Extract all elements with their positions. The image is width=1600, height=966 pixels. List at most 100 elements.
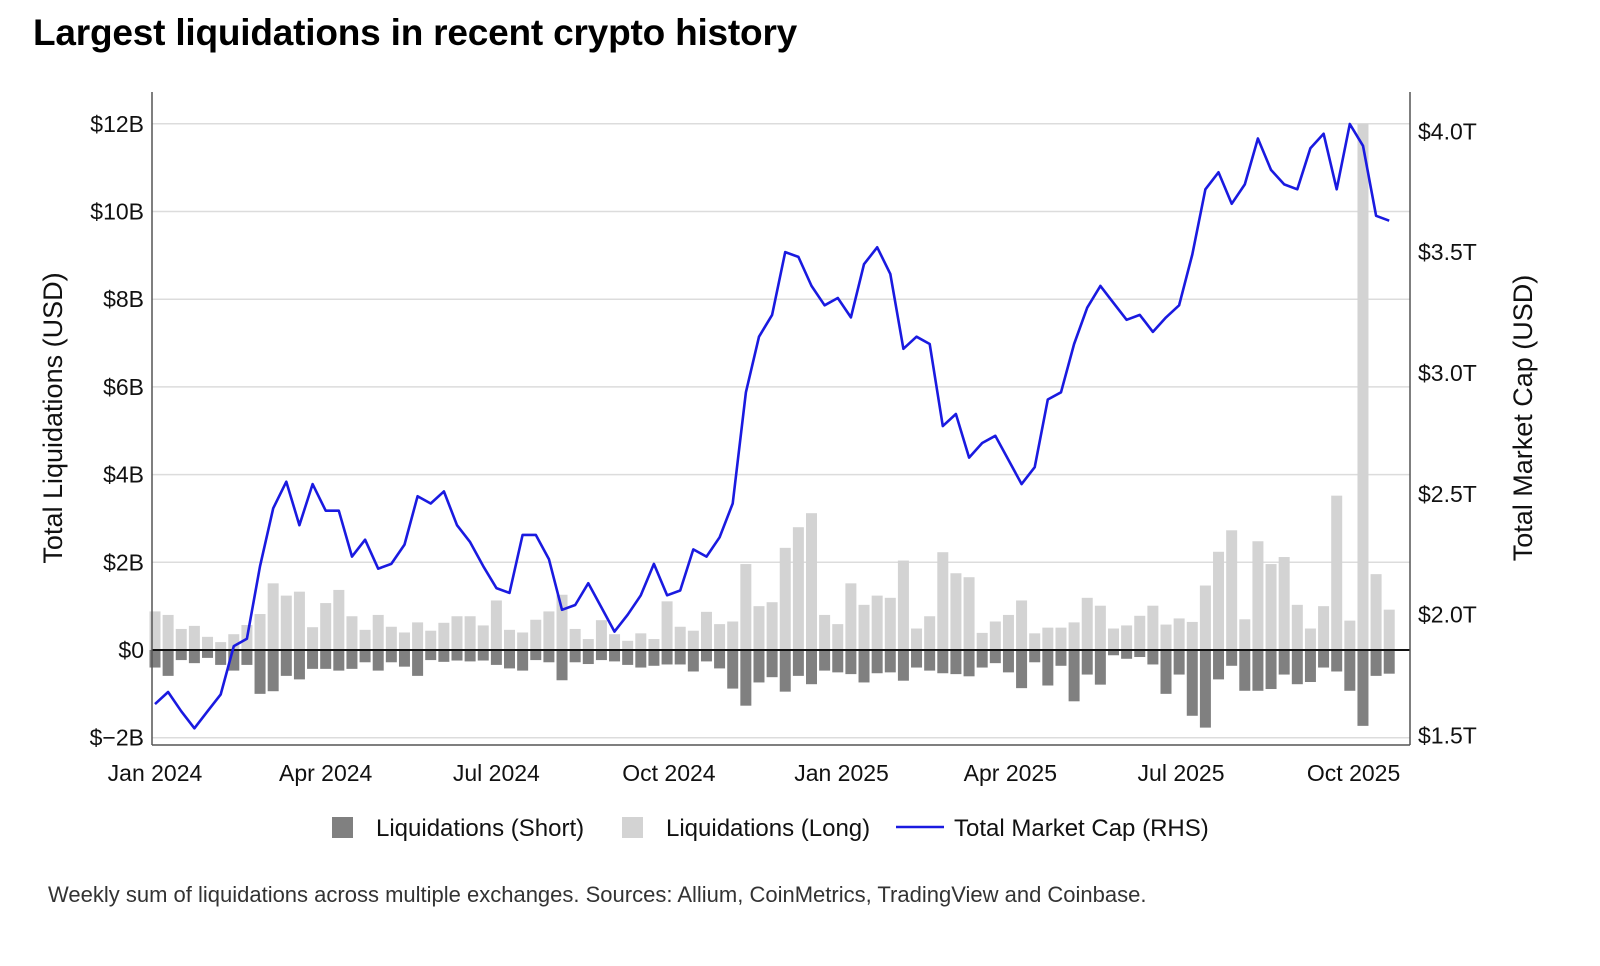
bar (307, 650, 319, 669)
bar (858, 604, 870, 650)
bar (884, 650, 896, 673)
bar (714, 650, 726, 669)
bar (175, 628, 187, 650)
y-tick-label: $2B (103, 549, 144, 575)
bar (648, 639, 660, 650)
bar (438, 650, 450, 662)
bar (215, 642, 227, 650)
bar (346, 650, 358, 669)
x-tick-label: Apr 2025 (964, 760, 1057, 786)
bar (346, 616, 358, 650)
y2-tick-label: $4.0T (1418, 118, 1477, 144)
bar (254, 614, 266, 650)
bar (1173, 650, 1185, 675)
bar (1239, 650, 1251, 691)
bar (254, 650, 266, 694)
legend-swatch (332, 817, 353, 838)
bar (1370, 574, 1382, 650)
bar (464, 616, 476, 650)
bar (1239, 619, 1251, 650)
bar (687, 630, 699, 650)
bar (871, 650, 883, 674)
bar (674, 650, 686, 665)
bar (267, 650, 279, 692)
bar (661, 650, 673, 665)
y-axis-title: Total Liquidations (USD) (38, 272, 68, 563)
bar (398, 632, 410, 650)
bar (950, 650, 962, 675)
bar (1357, 123, 1369, 651)
bar (832, 624, 844, 650)
bar (845, 650, 857, 675)
bar (595, 620, 607, 650)
bar (1160, 624, 1172, 650)
bar (1147, 605, 1159, 650)
bar (398, 650, 410, 667)
bar (241, 650, 253, 665)
bar (1199, 650, 1211, 728)
bar (1252, 541, 1264, 650)
bar (871, 595, 883, 650)
bar (819, 650, 831, 671)
bar (1081, 597, 1093, 650)
bar (976, 650, 988, 668)
bar (464, 650, 476, 662)
bar (438, 622, 450, 650)
bar (372, 614, 384, 650)
bar (740, 564, 752, 650)
legend: Liquidations (Short) Liquidations (Long) T… (332, 815, 1209, 842)
bar (425, 650, 437, 661)
bar (451, 616, 463, 650)
bar (425, 630, 437, 650)
bar (1291, 604, 1303, 650)
bar (806, 650, 817, 685)
y2-tick-label: $1.5T (1418, 723, 1477, 749)
bar (1291, 650, 1303, 685)
bar (1226, 650, 1238, 666)
bar (1383, 609, 1395, 650)
bar (609, 650, 621, 662)
bar (674, 626, 686, 650)
bar (963, 650, 975, 677)
bar (989, 621, 1001, 650)
bar (490, 600, 502, 650)
bar (490, 650, 502, 665)
bar (595, 650, 607, 661)
bar (293, 591, 305, 650)
bar (188, 650, 200, 664)
bar (622, 650, 634, 665)
bar (924, 616, 936, 650)
bar (530, 619, 542, 650)
bar (333, 589, 345, 650)
legend-label: Liquidations (Long) (666, 815, 870, 842)
bar (1304, 650, 1316, 683)
bar (569, 628, 581, 650)
bar (622, 640, 634, 650)
bar (1016, 650, 1028, 689)
bar (845, 583, 857, 650)
bar (937, 552, 949, 650)
bar (1383, 650, 1395, 674)
bar (1226, 530, 1238, 650)
bar (989, 650, 1001, 664)
bar (635, 650, 647, 668)
bar (215, 650, 227, 665)
bar (307, 627, 319, 650)
bar (714, 624, 726, 650)
bar (897, 560, 909, 650)
y2-tick-label: $3.5T (1418, 239, 1477, 265)
bar (451, 650, 463, 661)
bar (556, 594, 568, 650)
bar (806, 513, 817, 650)
bar (1121, 650, 1133, 659)
bar (1029, 650, 1041, 663)
bar (1265, 564, 1277, 650)
bar (517, 632, 529, 650)
bar (149, 611, 161, 650)
bar (162, 650, 174, 676)
bar (228, 634, 240, 650)
bar (1134, 615, 1146, 650)
bar (1213, 650, 1225, 680)
bar (963, 577, 975, 650)
